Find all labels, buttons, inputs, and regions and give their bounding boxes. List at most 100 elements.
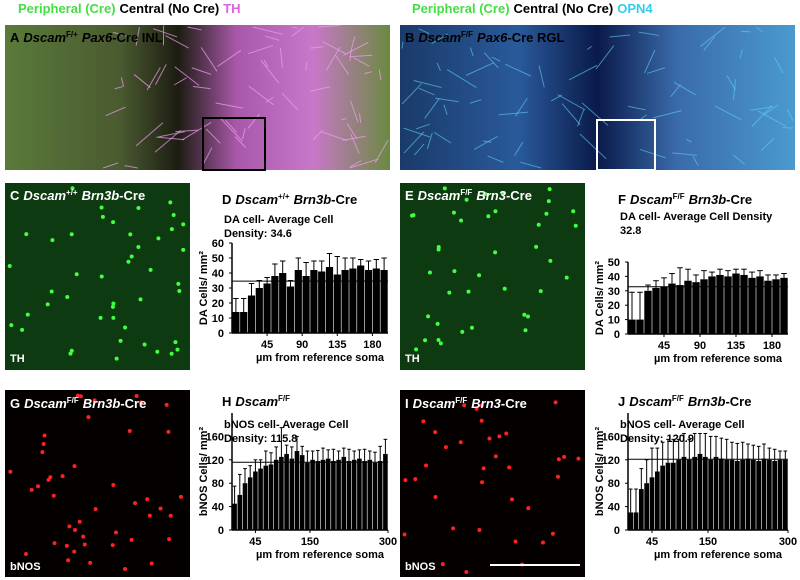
- x-tick-label: 90: [694, 340, 706, 352]
- fiber: [469, 99, 482, 104]
- y-tick-label: 10: [212, 313, 224, 325]
- fiber: [763, 104, 779, 116]
- bar: [732, 273, 740, 334]
- bar: [372, 268, 380, 333]
- cell: [481, 466, 486, 471]
- label-part: Dscam: [24, 396, 67, 411]
- bar: [255, 288, 263, 333]
- cell: [92, 398, 97, 403]
- chart-title: J DscamF/F Brn3b-Cre: [618, 394, 751, 409]
- inset-box: [202, 117, 266, 171]
- label-part: F/F: [460, 188, 472, 197]
- fiber: [342, 135, 366, 141]
- bar: [644, 483, 650, 530]
- fiber: [498, 111, 529, 116]
- cell: [129, 537, 134, 542]
- fiber: [550, 94, 563, 102]
- cell: [168, 513, 173, 518]
- fiber: [433, 131, 452, 144]
- cell: [562, 454, 567, 459]
- bar: [644, 290, 652, 334]
- fiber: [424, 98, 440, 119]
- y-tick-label: 40: [608, 271, 620, 283]
- bar: [331, 460, 336, 530]
- cell: [504, 431, 509, 436]
- bar: [652, 287, 660, 334]
- cell: [477, 527, 482, 532]
- cell: [118, 338, 123, 343]
- fiber: [513, 141, 524, 157]
- bar: [367, 459, 373, 530]
- cell: [510, 497, 515, 502]
- cell: [110, 304, 115, 309]
- label-part: -Cre: [506, 188, 532, 203]
- cell: [35, 484, 40, 489]
- fiber: [426, 132, 433, 150]
- cell: [139, 400, 144, 405]
- bar: [628, 319, 636, 334]
- fiber: [515, 97, 528, 117]
- bar: [756, 276, 764, 334]
- bar: [745, 458, 751, 530]
- panel-label: I DscamF/F Brn3-Cre: [405, 396, 527, 411]
- panel-label: E DscamF/F Brn3-Cre: [405, 188, 532, 203]
- y-tick-label: 10: [608, 315, 620, 327]
- fiber: [403, 127, 431, 138]
- chart-title: F DscamF/F Brn3b-Cre: [618, 192, 752, 207]
- cell: [522, 312, 527, 317]
- fiber: [732, 79, 737, 101]
- bar: [676, 285, 684, 334]
- x-axis-label: µm from reference soma: [654, 353, 783, 365]
- cell: [440, 562, 445, 567]
- bar: [764, 280, 772, 334]
- cell: [88, 560, 93, 565]
- micrograph-c: [5, 183, 190, 370]
- fiber: [739, 49, 743, 59]
- cell: [435, 321, 440, 326]
- fiber: [587, 45, 593, 50]
- x-axis-label: µm from reference soma: [256, 352, 385, 364]
- bar: [310, 459, 315, 530]
- fiber: [102, 162, 119, 169]
- cell: [547, 187, 552, 192]
- fiber: [482, 140, 492, 143]
- fiber: [292, 26, 298, 29]
- cell: [502, 286, 507, 291]
- annotation: DA cell- Average Cell: [224, 214, 333, 226]
- bar: [240, 312, 248, 333]
- cell: [52, 541, 57, 546]
- bar: [294, 270, 302, 333]
- cell: [464, 569, 469, 574]
- fiber: [202, 147, 213, 166]
- cell: [169, 227, 174, 232]
- stain-label: bNOS: [405, 561, 436, 573]
- cell: [556, 457, 561, 462]
- label-part: -Cre INL: [112, 30, 163, 45]
- cell: [177, 288, 182, 293]
- fiber: [321, 131, 348, 141]
- bar: [268, 464, 274, 530]
- x-axis-label: µm from reference soma: [654, 549, 783, 561]
- cell: [123, 325, 128, 330]
- fiber: [557, 94, 586, 111]
- fiber: [154, 130, 181, 153]
- fiber: [135, 26, 140, 46]
- label-part: +/+: [278, 192, 290, 201]
- bar: [772, 460, 778, 530]
- cell: [138, 297, 143, 302]
- bar: [286, 286, 295, 333]
- cell: [178, 494, 183, 499]
- cell: [65, 294, 70, 299]
- x-axis-label: µm from reference soma: [256, 549, 385, 561]
- label-part: -Cre: [119, 188, 145, 203]
- stain-label: TH: [405, 353, 420, 365]
- cell: [42, 433, 47, 438]
- fiber: [346, 123, 358, 139]
- bar: [782, 459, 788, 530]
- label-part: Dscam: [413, 396, 456, 411]
- fiber: [726, 75, 736, 91]
- fiber: [732, 154, 746, 165]
- bar: [294, 451, 300, 530]
- label-part: F/F: [461, 30, 473, 39]
- bar: [232, 503, 237, 530]
